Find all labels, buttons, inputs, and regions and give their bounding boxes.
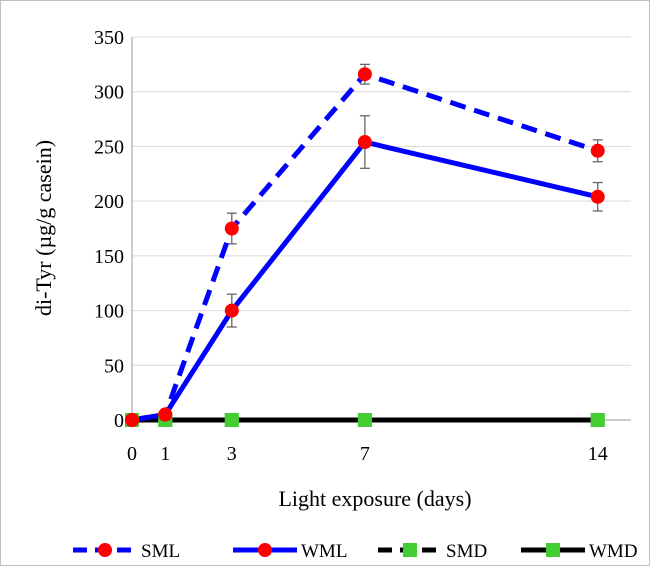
x-tick-label-3: 3 <box>227 443 237 465</box>
axes <box>131 37 631 421</box>
series-line-wml <box>131 139 599 423</box>
y-tick-label-100: 100 <box>94 301 124 323</box>
legend-marker-smd <box>403 543 417 557</box>
marker-smd-7 <box>357 413 372 427</box>
legend-label-wmd: WMD <box>589 541 638 562</box>
marker-smd-3 <box>224 413 239 427</box>
legend-marker-wmd <box>546 543 560 557</box>
legend-label-smd: SMD <box>446 541 487 562</box>
y-tick-label-200: 200 <box>94 191 124 213</box>
marker-wml-3 <box>224 303 239 318</box>
marker-sml-1 <box>158 407 173 422</box>
marker-sml-7 <box>357 67 372 82</box>
marker-wml-14 <box>590 189 605 204</box>
marker-sml-14 <box>590 143 605 158</box>
y-tick-label-250: 250 <box>94 136 124 158</box>
gridlines <box>132 36 631 366</box>
y-tick-label-50: 50 <box>104 355 124 377</box>
y-tick-label-300: 300 <box>94 82 124 104</box>
data-markers <box>125 67 605 427</box>
marker-sml-3 <box>224 221 239 236</box>
y-tick-label-150: 150 <box>94 246 124 268</box>
x-tick-label-14: 14 <box>588 443 608 465</box>
marker-smd-14 <box>590 413 605 427</box>
x-tick-label-1: 1 <box>160 443 170 465</box>
legend-label-wml: WML <box>301 541 347 562</box>
error-bars <box>226 63 603 328</box>
legend-item-sml: SML <box>73 541 180 562</box>
marker-wml-7 <box>357 135 372 150</box>
y-tick-label-0: 0 <box>114 410 124 432</box>
x-axis-title: Light exposure (days) <box>278 486 471 511</box>
legend: SML WML SMD WMD <box>73 541 638 562</box>
legend-label-sml: SML <box>141 541 180 562</box>
x-tick-label-0: 0 <box>127 443 137 465</box>
legend-item-smd: SMD <box>378 541 487 562</box>
x-tick-label-7: 7 <box>360 443 370 465</box>
y-axis-title: di-Tyr (µg/g casein) <box>31 140 56 316</box>
legend-marker-wml <box>258 543 272 557</box>
marker-sml-0 <box>125 413 139 427</box>
y-tick-labels: 0 50 100 150 200 250 300 350 <box>94 27 124 432</box>
x-tick-labels: 0 1 3 7 14 <box>127 443 608 465</box>
legend-item-wml: WML <box>233 541 347 562</box>
y-tick-label-350: 350 <box>94 27 124 49</box>
legend-marker-sml <box>98 543 112 557</box>
legend-item-wmd: WMD <box>521 541 638 562</box>
